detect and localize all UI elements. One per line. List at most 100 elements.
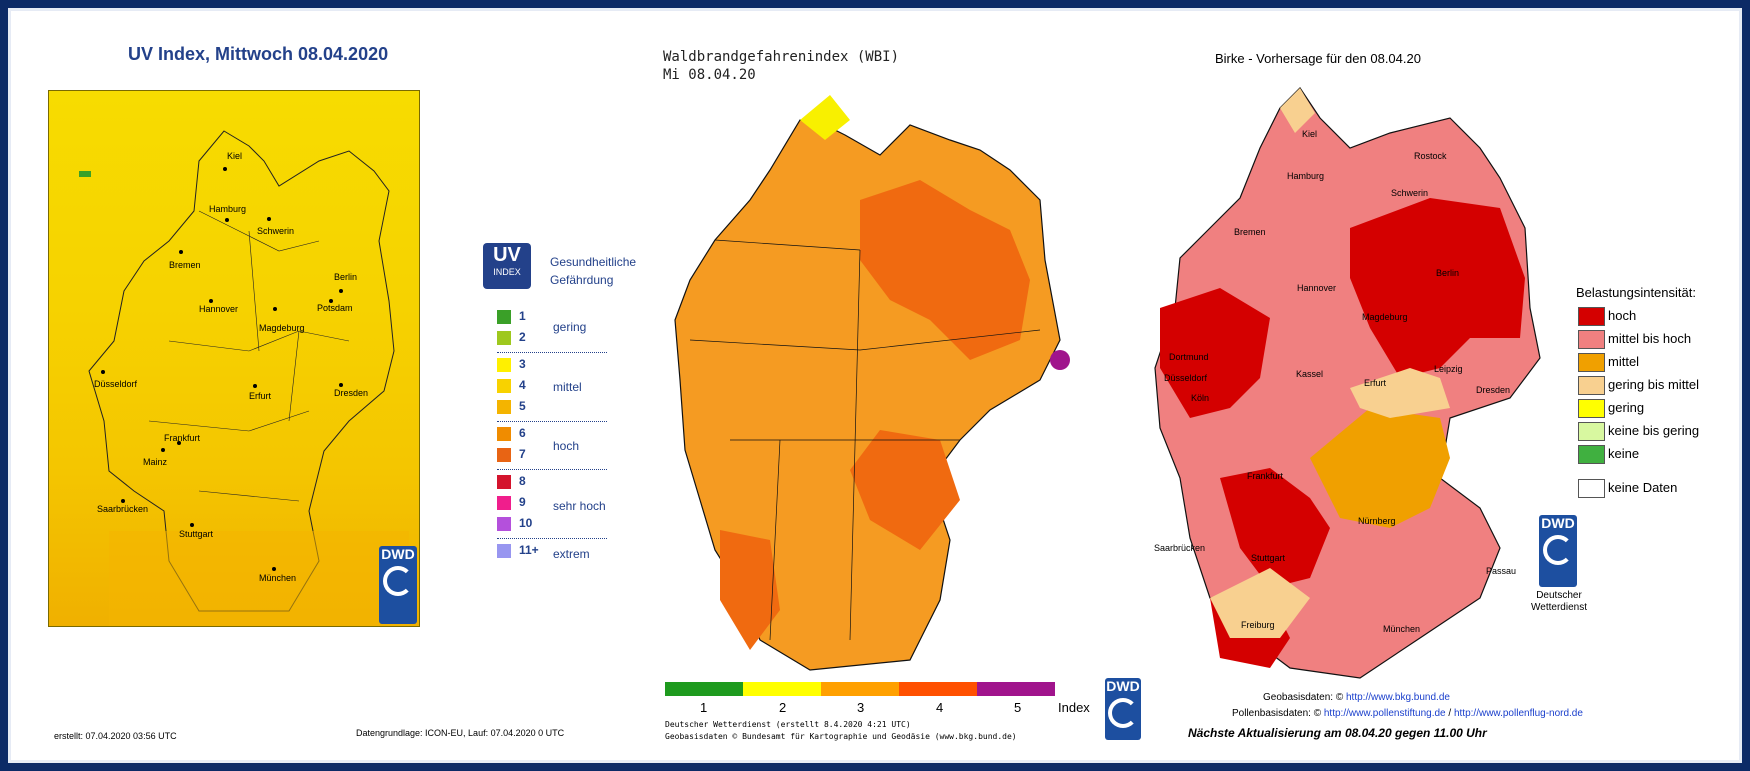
birke-city-label: Leipzig [1434,364,1463,374]
uv-legend-row: 10 [497,515,607,533]
birke-city-label: Düsseldorf [1164,373,1208,383]
birke-swatch [1578,479,1605,498]
city-dot [101,370,105,374]
birke-city-label: Köln [1191,393,1210,403]
uv-city-label: Kiel [227,151,243,161]
uv-swatch [497,379,511,393]
uv-legend-row: 4 [497,377,607,395]
uv-category: gering [553,320,587,334]
birke-city-label: Dortmund [1169,352,1209,362]
uv-index-badge: UV INDEX [483,243,531,289]
wbi-low-region [800,95,850,140]
city-dot [339,383,343,387]
uv-swatch [497,400,511,414]
uv-city-label: Saarbrücken [97,504,149,514]
city-dot [253,384,257,388]
uv-legend-row: 9 [497,494,607,512]
next-update-note: Nächste Aktualisierung am 08.04.20 gegen… [1188,726,1487,740]
uv-swatch [497,427,511,441]
city-dot [179,250,183,254]
uv-city-label: Schwerin [257,226,295,236]
wbi-high-region [720,530,780,650]
birke-high-region [1220,468,1330,588]
birke-city-label: Stuttgart [1251,553,1286,563]
city-dot [339,289,343,293]
uv-city-label: Hannover [199,304,239,314]
uv-swatch [497,475,511,489]
legend-divider [497,421,607,422]
city-dot [161,448,165,452]
wbi-high-region [860,180,1030,360]
birke-low-medium-region [1350,368,1450,418]
birke-city-label: Freiburg [1241,620,1275,630]
city-dot [190,523,194,527]
birke-high-region [1350,198,1525,378]
city-dot [272,567,276,571]
legend-divider [497,352,607,353]
geobasis-line: Geobasisdaten: © http://www.bkg.bund.de [1263,692,1450,703]
uv-swatch [497,544,511,558]
wbi-scale-swatch [821,682,899,696]
dwd-logo: DWD [379,546,417,624]
uv-swatch [497,310,511,324]
dwd-swirl-icon [383,566,413,596]
wbi-title-block: Waldbrandgefahrenindex (WBI) Mi 08.04.20 [663,48,899,84]
pollenflug-nord-link[interactable]: http://www.pollenflug-nord.de [1453,708,1583,719]
uv-legend-row: 8 [497,473,607,491]
wbi-very-high-spot [1050,350,1070,370]
birke-city-label: Schwerin [1391,188,1429,198]
dwd-logo: DWD [1539,515,1577,587]
uv-title: UV Index, Mittwoch 08.04.2020 [128,44,389,64]
uv-swatch [497,496,511,510]
birke-swatch [1578,330,1605,349]
wbi-footer: Deutscher Wetterdienst (erstellt 8.4.202… [665,719,1017,743]
uv-swatch [497,331,511,345]
wbi-scale-swatch [665,682,743,696]
uv-city-label: München [259,573,297,583]
uv-category: mittel [553,380,582,394]
wbi-scale-label: 2 [779,700,787,715]
dwd-swirl-icon [1108,698,1138,728]
wbi-scale-swatch [743,682,821,696]
wbi-high-region [850,430,960,550]
uv-legend-row: 5 [497,398,607,416]
birke-city-label: Kassel [1296,369,1324,379]
uv-city-label: Mainz [143,457,168,467]
birke-medium-region [1310,408,1450,528]
uv-legend-row: 2 [497,329,607,347]
geobasis-link[interactable]: http://www.bkg.bund.de [1345,692,1450,703]
wbi-footer-created: Deutscher Wetterdienst (erstellt 8.4.202… [665,720,911,729]
pollenstiftung-link[interactable]: http://www.pollenstiftung.de [1323,708,1446,719]
uv-category: extrem [553,547,590,561]
uv-city-label: Potsdam [317,303,353,313]
birke-high-region [1160,288,1270,418]
city-dot [225,218,229,222]
birke-city-label: Bremen [1234,227,1266,237]
birke-city-label: Passau [1486,566,1517,576]
birke-city-label: Rostock [1414,151,1447,161]
uv-city-label: Hamburg [209,204,247,214]
wbi-title: Waldbrandgefahrenindex (WBI) [663,49,900,65]
wbi-scale-swatch [977,682,1055,696]
uv-city-label: Erfurt [249,391,272,401]
uv-city-label: Düsseldorf [94,379,138,389]
birke-pollen-map[interactable] [1150,78,1570,688]
uv-category: hoch [553,439,580,453]
birke-low-medium-region [1280,88,1315,133]
uv-index-map[interactable]: Kiel Hamburg Schwerin Bremen Berlin Pots… [48,90,420,627]
wbi-index-label: Index [1058,700,1090,715]
uv-swatch [497,517,511,531]
birke-city-label: Kiel [1302,129,1318,139]
wbi-scale-label: 3 [857,700,865,715]
birke-low-medium-region [1210,568,1310,638]
uv-swatch [497,358,511,372]
birke-city-label: Berlin [1436,268,1460,278]
uv-legend-row: 1 [497,308,607,326]
birke-title: Birke - Vorhersage für den 08.04.20 [1215,51,1421,66]
uv-city-label: Bremen [169,260,201,270]
wbi-color-scale [665,682,1055,696]
wbi-footer-geobasis: Geobasisdaten © Bundesamt für Kartograph… [665,732,1017,741]
wbi-scale-label: 5 [1014,700,1022,715]
wbi-map[interactable] [660,80,1130,680]
legend-divider [497,469,607,470]
